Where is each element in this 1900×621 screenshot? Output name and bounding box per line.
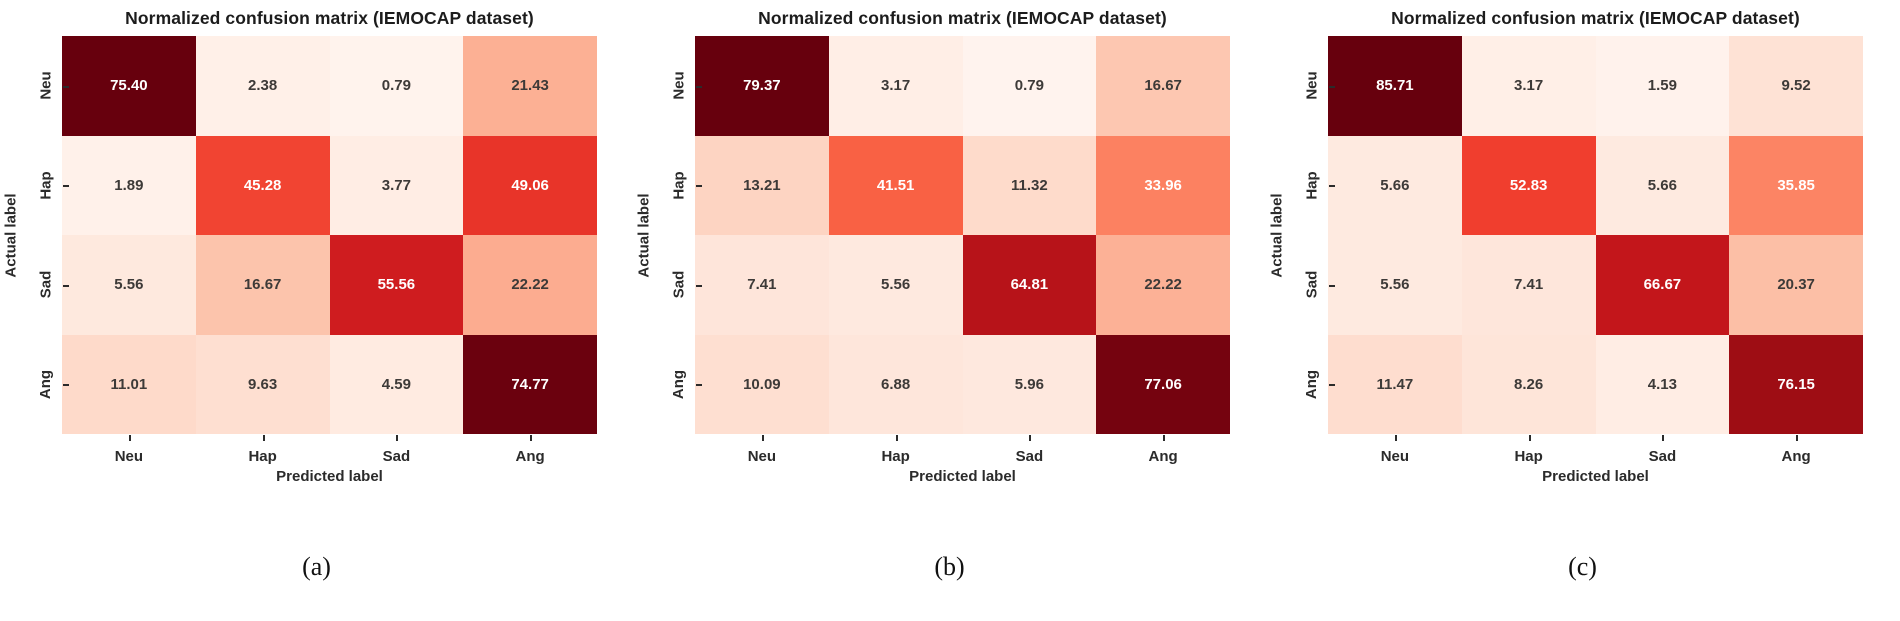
chart-title: Normalized confusion matrix (IEMOCAP dat… <box>758 7 1167 28</box>
y-tick-labels: Neu Hap Sad Ang <box>655 36 702 435</box>
y-tick-labels: Neu Hap Sad Ang <box>1288 36 1335 435</box>
y-tick-sad: Sad <box>1288 235 1335 335</box>
heatmap-cell-hap-sad: 3.77 <box>329 135 464 235</box>
heatmap-cell-sad-ang: 20.37 <box>1729 235 1863 335</box>
y-tick-ang: Ang <box>1288 335 1335 435</box>
heatmap-cell-hap-hap: 52.83 <box>1461 135 1596 235</box>
x-tick-hap: Hap <box>829 434 963 466</box>
y-tick-neu: Neu <box>1288 36 1335 136</box>
heatmap-cell-neu-ang: 21.43 <box>463 36 597 136</box>
heatmap-cell-sad-ang: 22.22 <box>463 235 597 335</box>
heatmap-cell-hap-ang: 35.85 <box>1729 135 1863 235</box>
heatmap-grid: 85.71 3.17 1.59 9.52 5.66 52.83 5.66 35.85 5.56 7… <box>1328 36 1863 434</box>
y-tick-sad: Sad <box>655 235 702 335</box>
heatmap-cell-hap-neu: 5.66 <box>1328 135 1462 235</box>
heatmap-grid: 75.40 2.38 0.79 21.43 1.89 45.28 3.77 49.06 5.56… <box>62 36 597 434</box>
x-tick-labels: Neu Hap Sad Ang <box>695 434 1230 466</box>
heatmap-cell-sad-neu: 5.56 <box>62 235 196 335</box>
y-axis-label: Actual label <box>635 192 653 278</box>
x-tick-hap: Hap <box>196 434 330 466</box>
heatmap-cell-ang-hap: 8.26 <box>1461 334 1596 434</box>
x-tick-neu: Neu <box>1328 434 1462 466</box>
heatmap-cell-ang-neu: 10.09 <box>695 334 829 434</box>
y-tick-labels: Neu Hap Sad Ang <box>22 36 69 435</box>
heatmap-cell-sad-hap: 7.41 <box>1461 235 1596 335</box>
heatmap-cell-sad-sad: 66.67 <box>1595 235 1730 335</box>
x-tick-neu: Neu <box>62 434 196 466</box>
y-tick-neu: Neu <box>655 36 702 136</box>
subfigure-caption: (b) <box>934 552 965 581</box>
x-axis-label: Predicted label <box>276 468 383 485</box>
x-tick-ang: Ang <box>463 434 597 466</box>
heatmap-cell-hap-ang: 33.96 <box>1096 135 1230 235</box>
heatmap-cell-hap-sad: 11.32 <box>962 135 1097 235</box>
heatmap-cell-hap-neu: 1.89 <box>62 135 196 235</box>
heatmap-cell-ang-neu: 11.01 <box>62 334 196 434</box>
heatmap-cell-neu-sad: 1.59 <box>1595 36 1730 136</box>
heatmap-cell-ang-sad: 4.13 <box>1595 334 1730 434</box>
y-tick-hap: Hap <box>22 136 69 236</box>
y-tick-ang: Ang <box>655 335 702 435</box>
heatmap-cell-neu-sad: 0.79 <box>329 36 464 136</box>
heatmap-cell-neu-neu: 75.40 <box>62 36 196 136</box>
subfigure-caption: (a) <box>302 552 331 581</box>
x-axis-label: Predicted label <box>909 468 1016 485</box>
heatmap-grid: 79.37 3.17 0.79 16.67 13.21 41.51 11.32 33.96 7.… <box>695 36 1230 434</box>
heatmap-cell-neu-neu: 85.71 <box>1328 36 1462 136</box>
y-tick-neu: Neu <box>22 36 69 136</box>
heatmap-cell-hap-hap: 41.51 <box>828 135 963 235</box>
x-tick-hap: Hap <box>1462 434 1596 466</box>
x-tick-ang: Ang <box>1729 434 1863 466</box>
heatmap-cell-sad-sad: 64.81 <box>962 235 1097 335</box>
heatmap-cell-sad-hap: 16.67 <box>195 235 330 335</box>
chart-title: Normalized confusion matrix (IEMOCAP dat… <box>125 7 534 28</box>
heatmap-cell-hap-sad: 5.66 <box>1595 135 1730 235</box>
heatmap-cell-sad-hap: 5.56 <box>828 235 963 335</box>
heatmap-cell-neu-hap: 2.38 <box>195 36 330 136</box>
x-tick-labels: Neu Hap Sad Ang <box>62 434 597 466</box>
heatmap-cell-neu-hap: 3.17 <box>1461 36 1596 136</box>
heatmap-cell-ang-neu: 11.47 <box>1328 334 1462 434</box>
heatmap-cell-ang-hap: 9.63 <box>195 334 330 434</box>
x-tick-ang: Ang <box>1096 434 1230 466</box>
heatmap-cell-hap-neu: 13.21 <box>695 135 829 235</box>
x-tick-labels: Neu Hap Sad Ang <box>1328 434 1863 466</box>
heatmap-cell-hap-hap: 45.28 <box>195 135 330 235</box>
heatmap-cell-ang-hap: 6.88 <box>828 334 963 434</box>
heatmap-cell-sad-sad: 55.56 <box>329 235 464 335</box>
heatmap-cell-ang-ang: 77.06 <box>1096 334 1230 434</box>
heatmap-cell-ang-ang: 76.15 <box>1729 334 1863 434</box>
x-tick-neu: Neu <box>695 434 829 466</box>
heatmap-cell-neu-neu: 79.37 <box>695 36 829 136</box>
chart-title: Normalized confusion matrix (IEMOCAP dat… <box>1391 7 1800 28</box>
y-tick-hap: Hap <box>1288 136 1335 236</box>
panel-b: Normalized confusion matrix (IEMOCAP dat… <box>633 0 1266 621</box>
y-tick-sad: Sad <box>22 235 69 335</box>
y-axis-label: Actual label <box>1268 192 1286 278</box>
heatmap-cell-sad-neu: 7.41 <box>695 235 829 335</box>
x-tick-sad: Sad <box>963 434 1097 466</box>
heatmap-cell-ang-sad: 4.59 <box>329 334 464 434</box>
x-axis-label: Predicted label <box>1542 468 1649 485</box>
x-tick-sad: Sad <box>330 434 464 466</box>
x-tick-sad: Sad <box>1596 434 1730 466</box>
panel-a: Normalized confusion matrix (IEMOCAP dat… <box>0 0 633 621</box>
heatmap-cell-sad-neu: 5.56 <box>1328 235 1462 335</box>
heatmap-cell-neu-hap: 3.17 <box>828 36 963 136</box>
heatmap-cell-ang-sad: 5.96 <box>962 334 1097 434</box>
subfigure-caption: (c) <box>1568 552 1597 581</box>
heatmap-cell-sad-ang: 22.22 <box>1096 235 1230 335</box>
y-tick-hap: Hap <box>655 136 702 236</box>
heatmap-cell-neu-sad: 0.79 <box>962 36 1097 136</box>
heatmap-cell-neu-ang: 9.52 <box>1729 36 1863 136</box>
heatmap-cell-neu-ang: 16.67 <box>1096 36 1230 136</box>
panel-c: Normalized confusion matrix (IEMOCAP dat… <box>1266 0 1899 621</box>
y-axis-label: Actual label <box>2 192 20 278</box>
heatmap-cell-hap-ang: 49.06 <box>463 135 597 235</box>
heatmap-cell-ang-ang: 74.77 <box>463 334 597 434</box>
y-tick-ang: Ang <box>22 335 69 435</box>
